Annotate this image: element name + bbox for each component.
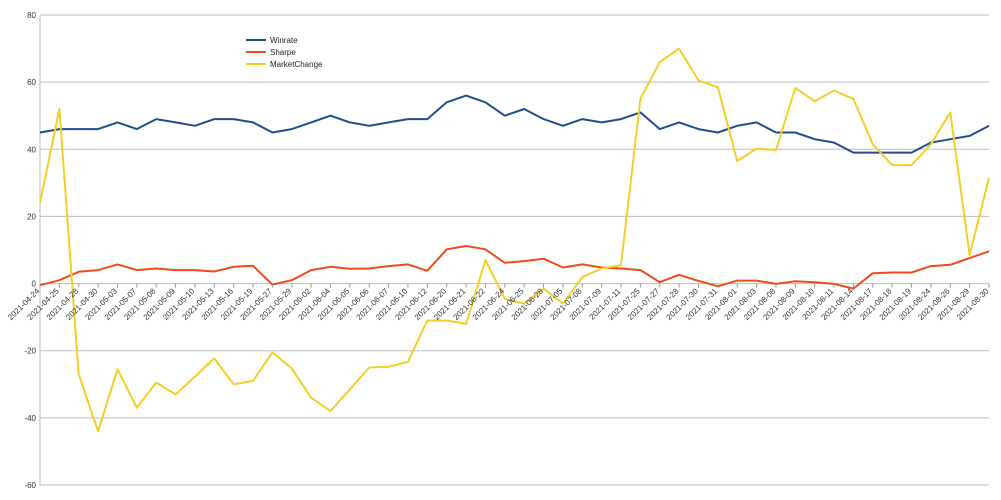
y-tick-label: 0 (32, 280, 37, 289)
legend-label-winrate: Winrate (270, 36, 298, 45)
series-lines (39, 47, 990, 433)
y-axis-tick-labels: -60 -40 -20 0 20 40 60 80 (24, 11, 36, 490)
series-line-sharpe (39, 245, 990, 290)
gridlines (39, 14, 989, 486)
y-tick-label: -40 (24, 414, 36, 423)
y-tick-label: 20 (27, 212, 36, 221)
y-tick-label: -60 (24, 481, 36, 490)
legend: Winrate Sharpe MarketChange (246, 36, 323, 69)
legend-label-sharpe: Sharpe (270, 48, 296, 57)
series-line-marketchange (39, 47, 990, 433)
y-tick-label: -20 (24, 347, 36, 356)
plot-area (40, 15, 989, 485)
legend-label-marketchange: MarketChange (270, 60, 323, 69)
series-line-winrate (39, 94, 990, 154)
y-tick-label: 40 (27, 145, 36, 154)
y-tick-label: 80 (27, 11, 36, 20)
y-tick-label: 60 (27, 78, 36, 87)
